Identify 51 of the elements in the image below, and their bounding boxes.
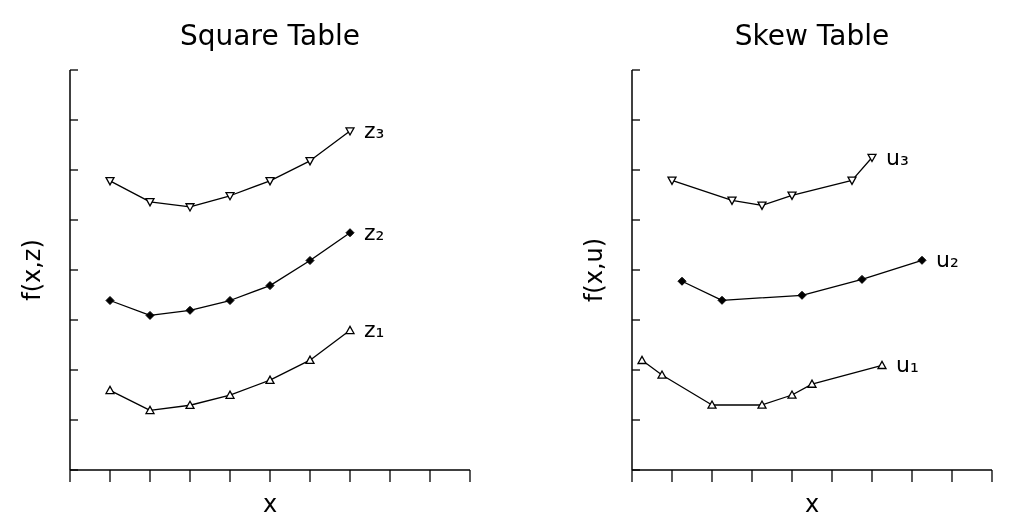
x-axis-title: x [262, 490, 278, 518]
series-label: u₂ [936, 247, 959, 273]
point [305, 355, 315, 365]
point [667, 176, 677, 185]
point [185, 400, 195, 410]
point [345, 127, 355, 136]
series-label: u₁ [896, 352, 919, 378]
point [707, 400, 717, 409]
point [265, 375, 275, 385]
series-label: z₃ [364, 118, 385, 144]
point [677, 276, 687, 286]
point [847, 176, 857, 185]
point [637, 355, 647, 365]
x-axis-title: x [804, 490, 820, 518]
point [105, 296, 115, 306]
point [185, 203, 195, 212]
point [265, 177, 275, 186]
series-label: z₂ [364, 219, 385, 245]
point [225, 390, 235, 399]
point [305, 157, 315, 166]
chart-title: Skew Table [734, 19, 890, 52]
y-axis-title: f(x,z) [18, 239, 46, 301]
point [105, 385, 115, 395]
point [345, 228, 355, 238]
point [787, 390, 797, 399]
point [877, 360, 887, 370]
point [657, 370, 667, 379]
point [145, 198, 155, 207]
point [105, 177, 115, 186]
series-label: z₁ [364, 317, 385, 343]
point [867, 153, 877, 163]
point [145, 405, 155, 415]
series-label: u₃ [886, 144, 909, 170]
y-axis-title: f(x,u) [580, 237, 608, 303]
point [225, 296, 235, 306]
point [265, 281, 275, 291]
point [917, 255, 927, 265]
point [797, 290, 807, 300]
point [807, 379, 817, 388]
chart-title: Square Table [180, 19, 360, 52]
point [225, 191, 235, 201]
point [305, 256, 315, 266]
point [757, 201, 767, 210]
point [787, 191, 797, 200]
point [857, 274, 867, 284]
point [185, 305, 195, 315]
point [727, 196, 737, 205]
point [717, 295, 727, 305]
point [345, 325, 355, 335]
point [757, 400, 767, 409]
point [145, 310, 155, 320]
